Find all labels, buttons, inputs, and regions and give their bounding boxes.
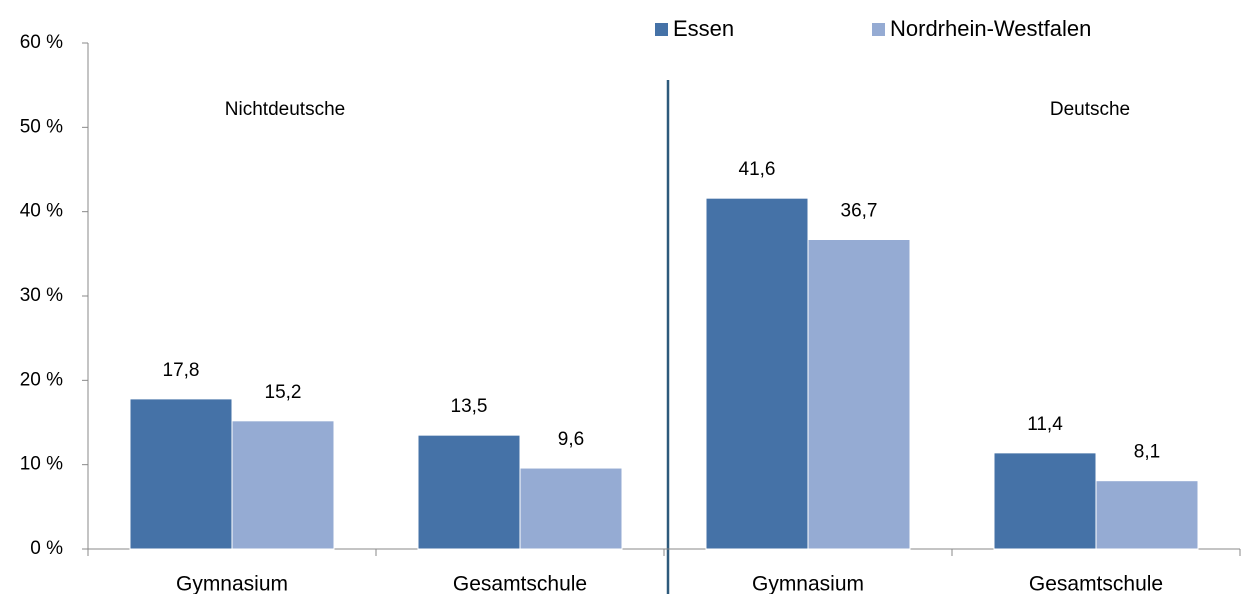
y-tick-label: 0 % <box>30 538 63 559</box>
x-tick-label: Gymnasium <box>176 573 288 594</box>
group-label: Nichtdeutsche <box>225 99 345 120</box>
legend-swatch <box>655 23 668 36</box>
bar <box>993 452 1097 550</box>
y-tick-label: 10 % <box>20 454 63 475</box>
value-label: 17,8 <box>163 360 200 381</box>
value-label: 15,2 <box>265 382 302 403</box>
value-label: 41,6 <box>739 159 776 180</box>
value-label: 13,5 <box>451 396 488 417</box>
y-tick-label: 40 % <box>20 201 63 222</box>
value-label: 11,4 <box>1027 414 1063 435</box>
bar <box>705 197 809 550</box>
y-tick-label: 60 % <box>20 32 63 53</box>
bar <box>519 467 623 550</box>
y-tick-label: 30 % <box>20 285 63 306</box>
legend-label: Essen <box>673 16 734 41</box>
bar <box>417 434 521 550</box>
value-label: 36,7 <box>841 201 878 222</box>
y-tick-label: 50 % <box>20 116 63 137</box>
bar <box>1095 480 1199 550</box>
x-tick-label: Gesamtschule <box>1029 573 1163 594</box>
bar <box>231 420 335 550</box>
x-tick-label: Gymnasium <box>752 573 864 594</box>
legend-swatch <box>872 23 885 36</box>
legend-label: Nordrhein-Westfalen <box>890 16 1091 41</box>
bar <box>129 398 233 550</box>
bar <box>807 238 911 550</box>
x-tick-label: Gesamtschule <box>453 573 587 594</box>
group-label: Deutsche <box>1050 99 1130 120</box>
value-label: 9,6 <box>558 429 584 450</box>
value-label: 8,1 <box>1134 442 1160 463</box>
y-tick-label: 20 % <box>20 369 63 390</box>
